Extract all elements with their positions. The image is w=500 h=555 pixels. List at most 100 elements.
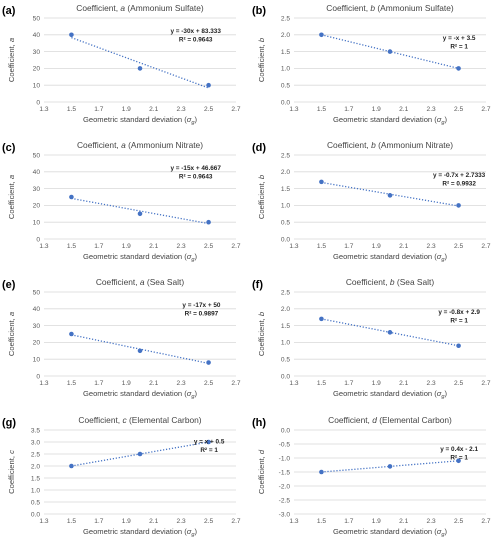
y-axis-label-text: Coefficient, <box>257 454 266 494</box>
y-axis-label-variable: a <box>7 312 16 316</box>
x-tick-label: 1.3 <box>39 518 48 525</box>
x-axis-label: Geometric standard deviation (σg) <box>333 389 448 400</box>
y-axis-label: Coefficient, a <box>7 175 16 219</box>
y-tick-label: -3.0 <box>279 511 291 518</box>
chart-panel-a: (a) Coefficient, a (Ammonium Sulfate) 0 10 2… <box>2 3 241 126</box>
y-axis-label-variable: d <box>257 449 266 454</box>
y-axis-label: Coefficient, d <box>257 449 266 494</box>
panel-label: (g) <box>2 417 16 429</box>
trendline-equation: y = -30x + 83.333 <box>170 28 221 35</box>
x-tick-label: 1.3 <box>289 380 298 387</box>
x-tick-label: 2.5 <box>204 380 213 387</box>
r-squared-label: R² = 1 <box>200 447 218 454</box>
x-tick-label: 1.5 <box>317 106 326 113</box>
y-tick-label: 40 <box>33 169 41 176</box>
panel-label: (d) <box>252 142 266 154</box>
data-point <box>137 348 143 354</box>
title-variable: a <box>121 140 126 150</box>
x-tick-label: 1.5 <box>67 243 76 250</box>
x-axis-label: Geometric standard deviation (σg) <box>333 527 448 538</box>
y-tick-label: 1.0 <box>281 203 290 210</box>
chart-title: Coefficient, c (Elemental Carbon) <box>78 415 201 425</box>
x-tick-label: 1.7 <box>344 518 353 525</box>
title-text: Coefficient, <box>326 3 370 13</box>
x-axis-label-text: Geometric standard deviation ( <box>333 389 437 398</box>
y-tick-label: -1.0 <box>279 455 291 462</box>
x-axis-label-text: Geometric standard deviation ( <box>333 527 437 536</box>
r-squared-label: R² = 0.9643 <box>179 37 213 44</box>
y-tick-label: 30 <box>33 323 41 330</box>
y-tick-label: 2.5 <box>31 451 40 458</box>
x-tick-label: 1.9 <box>122 243 131 250</box>
y-axis-label-variable: a <box>7 175 16 179</box>
chart-panel-d: (d) Coefficient, b (Ammonium Nitrate) 0.0 0… <box>252 140 491 263</box>
y-axis-label-text: Coefficient, <box>7 316 16 356</box>
trendline-equation: y = -0.7x + 2.7333 <box>433 172 486 179</box>
x-axis-label-variable: σ <box>187 527 192 536</box>
y-tick-label: 40 <box>33 306 41 313</box>
x-tick-label: 1.9 <box>122 380 131 387</box>
x-tick-label: 2.3 <box>177 518 186 525</box>
x-axis-label-text: ) <box>195 252 198 261</box>
y-tick-label: 0.0 <box>281 373 290 380</box>
title-text: (Ammonium Sulfate) <box>125 3 204 13</box>
x-tick-label: 2.5 <box>454 243 463 250</box>
title-text: Coefficient, <box>346 277 390 287</box>
data-point <box>206 82 211 88</box>
data-point <box>69 32 74 38</box>
x-tick-label: 1.3 <box>289 106 298 113</box>
x-axis-label-subscript: g <box>441 120 445 126</box>
x-tick-label: 2.7 <box>231 243 240 250</box>
r-squared-label: R² = 0.9897 <box>185 311 219 318</box>
chart-title: Coefficient, d (Elemental Carbon) <box>328 415 452 425</box>
y-tick-label: 1.5 <box>281 49 290 56</box>
x-tick-label: 1.9 <box>372 106 381 113</box>
chart-panel-e: (e) Coefficient, a (Sea Salt) 0 10 20 30 40 50 1… <box>2 277 241 400</box>
x-tick-label: 2.7 <box>481 518 490 525</box>
x-axis-label-variable: σ <box>187 252 192 261</box>
y-tick-label: 3.0 <box>31 439 40 446</box>
data-point <box>137 451 143 457</box>
x-tick-label: 1.7 <box>344 243 353 250</box>
y-axis-label-text: Coefficient, <box>7 179 16 219</box>
x-axis-label-text: ) <box>195 527 198 536</box>
x-axis-label: Geometric standard deviation (σg) <box>83 527 198 538</box>
y-tick-label: 0 <box>36 236 40 243</box>
y-tick-label: 0.0 <box>281 99 290 106</box>
x-tick-label: 2.7 <box>231 380 240 387</box>
y-tick-label: 50 <box>33 289 41 296</box>
y-tick-label: 30 <box>33 49 41 56</box>
y-axis-label: Coefficient, b <box>257 38 266 82</box>
y-tick-label: 1.0 <box>281 66 290 73</box>
title-text: Coefficient, <box>77 140 121 150</box>
x-tick-label: 1.3 <box>289 518 298 525</box>
title-text: (Sea Salt) <box>145 277 185 287</box>
y-axis-label-text: Coefficient, <box>257 179 266 219</box>
data-point <box>69 463 74 469</box>
x-axis-label-text: ) <box>445 527 448 536</box>
title-variable: b <box>390 277 395 287</box>
y-axis-label: Coefficient, b <box>257 175 266 219</box>
y-tick-label: 1.5 <box>31 475 40 482</box>
x-tick-label: 1.5 <box>317 518 326 525</box>
y-tick-label: 0.5 <box>281 357 290 364</box>
y-tick-label: 2.5 <box>281 152 290 159</box>
x-axis-label: Geometric standard deviation (σg) <box>333 115 448 126</box>
y-tick-label: -1.5 <box>279 469 291 476</box>
title-text: Coefficient, <box>327 140 371 150</box>
y-tick-label: 2.0 <box>281 306 290 313</box>
x-axis-label-subscript: g <box>191 120 195 126</box>
x-axis-label: Geometric standard deviation (σg) <box>83 389 198 400</box>
x-tick-label: 2.3 <box>427 380 436 387</box>
y-tick-label: 1.5 <box>281 323 290 330</box>
trendline <box>71 36 209 89</box>
y-axis-label-variable: b <box>257 38 266 42</box>
y-tick-label: 2.5 <box>281 15 290 22</box>
x-axis-label-text: Geometric standard deviation ( <box>83 252 187 261</box>
y-tick-label: 30 <box>33 186 41 193</box>
r-squared-label: R² = 1 <box>450 455 468 462</box>
trendline-equation: y = -x + 3.5 <box>443 35 476 42</box>
data-point <box>319 316 324 322</box>
y-tick-label: 10 <box>33 357 41 364</box>
title-text: (Ammonium Sulfate) <box>375 3 454 13</box>
